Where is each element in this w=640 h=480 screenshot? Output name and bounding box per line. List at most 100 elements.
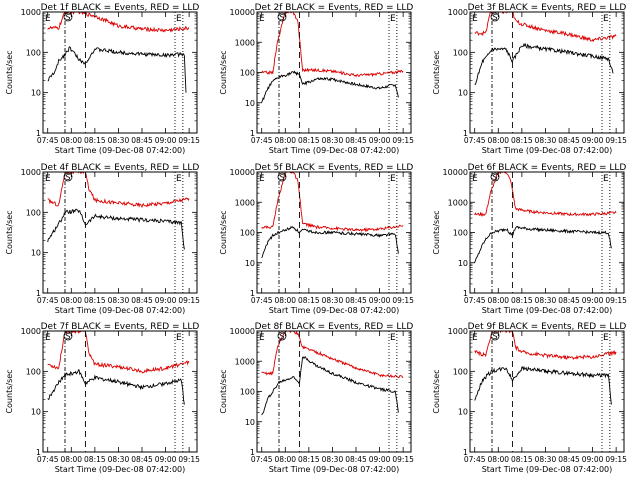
y-tick-label: 1000 [448, 327, 468, 336]
end-marker-label-left: E [45, 174, 51, 184]
x-tick-label: 08:00 [274, 136, 296, 145]
y-tick-label: 1000 [235, 198, 255, 207]
x-tick-label: 07:45 [251, 136, 273, 145]
y-tick-label: 1 [463, 448, 468, 457]
y-tick-label: 10000 [443, 168, 468, 177]
plot-frame [42, 11, 198, 134]
y-tick-label: 1000 [235, 357, 255, 366]
y-tick-label: 10000 [230, 327, 255, 336]
x-tick-label: 08:30 [108, 136, 130, 145]
y-tick-label: 10000 [230, 168, 255, 177]
end-marker-label-right: E [603, 333, 609, 343]
x-tick-label: 08:15 [84, 136, 106, 145]
series-line-lld [474, 12, 617, 43]
x-tick-label: 07:45 [37, 296, 59, 305]
y-tick-label: 10 [245, 99, 255, 108]
series-line-lld [261, 12, 404, 78]
plot-frame [42, 330, 198, 453]
y-tick-label: 1 [250, 289, 255, 298]
y-tick-label: 100 [26, 208, 41, 217]
x-tick-label: 08:00 [60, 455, 82, 464]
x-tick-label: 08:15 [84, 455, 106, 464]
series-line-events [47, 46, 187, 93]
start-marker-circle [63, 172, 73, 182]
y-tick-label: 1 [36, 448, 41, 457]
series-line-events [47, 208, 185, 250]
x-tick-label: 08:45 [345, 296, 367, 305]
end-marker-label-right: E [603, 14, 609, 24]
x-tick-label: 08:45 [558, 455, 580, 464]
x-tick-label: 08:45 [345, 455, 367, 464]
y-tick-label: 1000 [448, 8, 468, 17]
y-tick-label: 1 [250, 129, 255, 138]
end-marker-label-right: E [390, 174, 396, 184]
series-line-events [474, 365, 612, 405]
end-marker-label-right: E [390, 14, 396, 24]
x-tick-label: 09:15 [178, 455, 200, 464]
x-tick-label: 08:45 [131, 296, 153, 305]
panel-title: Det 9f BLACK = Events, RED = LLD [468, 322, 627, 332]
end-marker-label-left: E [259, 333, 265, 343]
x-tick-label: 09:15 [392, 455, 414, 464]
y-tick-label: 100 [453, 229, 468, 238]
x-tick-label: 09:15 [392, 296, 414, 305]
x-axis-label: Start Time (09-Dec-08 07:42:00) [55, 146, 186, 155]
x-tick-label: 08:30 [535, 455, 557, 464]
x-tick-label: 09:00 [155, 136, 177, 145]
series-line-events [474, 42, 614, 85]
start-marker-circle [490, 172, 500, 182]
y-tick-label: 10 [31, 89, 41, 98]
end-marker-label-right: E [176, 333, 182, 343]
x-tick-label: 08:00 [487, 455, 509, 464]
x-tick-label: 08:45 [558, 136, 580, 145]
x-tick-label: 09:00 [369, 136, 391, 145]
series-line-lld [474, 331, 617, 360]
x-tick-label: 07:45 [464, 296, 486, 305]
x-axis-label: Start Time (09-Dec-08 07:42:00) [55, 306, 186, 315]
y-tick-label: 1000 [21, 168, 41, 177]
x-tick-label: 08:45 [131, 136, 153, 145]
start-marker-label: S [279, 332, 284, 341]
y-axis-label: Counts/sec [5, 210, 14, 254]
x-tick-label: 07:45 [251, 455, 273, 464]
x-tick-label: 08:45 [131, 455, 153, 464]
x-axis-label: Start Time (09-Dec-08 07:42:00) [269, 306, 400, 315]
x-tick-label: 07:45 [37, 455, 59, 464]
x-tick-label: 08:45 [558, 296, 580, 305]
x-axis-label: Start Time (09-Dec-08 07:42:00) [482, 146, 613, 155]
y-axis-label: Counts/sec [432, 50, 441, 94]
x-tick-label: 09:00 [369, 455, 391, 464]
start-marker-circle [490, 331, 500, 341]
panel-title: Det 7f BLACK = Events, RED = LLD [41, 322, 200, 332]
series-line-events [261, 356, 399, 416]
series-line-lld [261, 331, 404, 379]
x-axis-label: Start Time (09-Dec-08 07:42:00) [482, 465, 613, 474]
y-tick-label: 10 [458, 89, 468, 98]
x-tick-label: 08:00 [60, 136, 82, 145]
y-tick-label: 10 [458, 408, 468, 417]
end-marker-label-left: E [45, 333, 51, 343]
y-tick-label: 100 [240, 69, 255, 78]
y-axis-label: Counts/sec [432, 369, 441, 413]
y-tick-label: 1 [250, 448, 255, 457]
x-tick-label: 09:15 [605, 136, 627, 145]
x-axis-label: Start Time (09-Dec-08 07:42:00) [55, 465, 186, 474]
y-tick-label: 1 [36, 289, 41, 298]
y-tick-label: 10 [31, 408, 41, 417]
x-tick-label: 08:00 [487, 136, 509, 145]
plot-frame [42, 171, 198, 294]
start-marker-label: S [492, 173, 497, 182]
series-line-lld [261, 172, 404, 233]
x-tick-label: 08:30 [108, 296, 130, 305]
x-tick-label: 08:15 [511, 296, 533, 305]
x-tick-label: 08:15 [298, 296, 320, 305]
y-tick-label: 10 [245, 418, 255, 427]
y-tick-label: 10000 [230, 8, 255, 17]
y-axis-label: Counts/sec [432, 210, 441, 254]
x-tick-label: 08:15 [511, 136, 533, 145]
x-tick-label: 09:15 [392, 136, 414, 145]
x-tick-label: 09:00 [155, 296, 177, 305]
